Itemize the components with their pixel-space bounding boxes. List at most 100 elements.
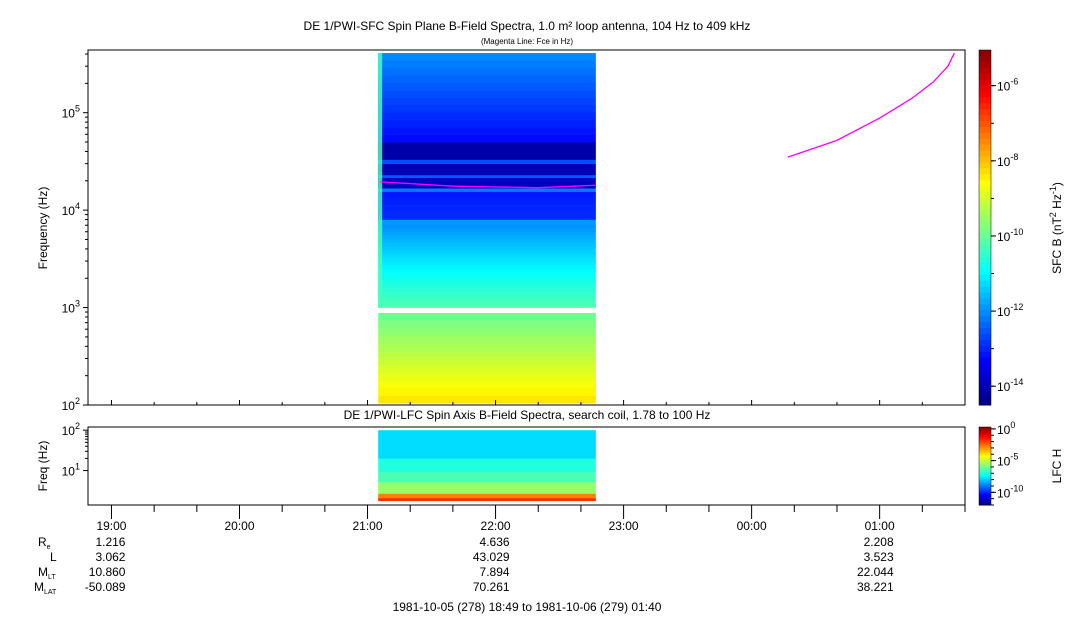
colorbar-swatch — [979, 440, 991, 442]
sfc-ylabel: Frequency (Hz) — [36, 187, 50, 270]
colorbar-swatch — [979, 50, 991, 57]
colorbar-swatch — [979, 55, 991, 63]
spectrogram-cell — [378, 250, 596, 255]
time-tick-label: 01:00 — [865, 519, 895, 533]
ephemeris-value: 22.044 — [857, 565, 894, 579]
spectrogram-cell — [378, 294, 596, 299]
spectrogram-cell — [378, 224, 596, 229]
spectrogram-cell — [378, 430, 596, 459]
colorbar-swatch — [979, 462, 991, 464]
spectrogram-cell — [378, 210, 596, 213]
colorbar-swatch — [979, 345, 991, 353]
colorbar-swatch — [979, 502, 991, 505]
colorbar-swatch — [979, 477, 991, 480]
spectrogram-cell — [378, 174, 596, 179]
colorbar-swatch — [979, 274, 991, 282]
colorbar-swatch — [979, 497, 991, 499]
ephemeris-label: L — [50, 550, 57, 564]
colorbar-swatch — [979, 221, 991, 228]
spectrogram-cell — [378, 112, 596, 121]
spectrogram-cell — [378, 265, 596, 270]
colorbar-swatch — [979, 168, 991, 175]
spectrogram-cell — [378, 312, 596, 321]
colorbar-swatch — [979, 150, 991, 157]
spectrogram-cell — [378, 177, 596, 189]
spectrogram-cell — [378, 242, 596, 247]
colorbar-swatch — [979, 97, 991, 104]
spectrogram-cell — [378, 205, 596, 209]
sfc-colorbar-label: SFC B (nT2 Hz-1) — [1048, 182, 1064, 274]
spectrogram-cell — [378, 304, 596, 308]
colorbar-swatch — [979, 215, 991, 223]
spectrogram-cell — [378, 193, 596, 197]
colorbar-swatch — [979, 486, 991, 489]
colorbar-tick-label: 10-8 — [997, 152, 1018, 169]
colorbar-swatch — [979, 381, 991, 388]
colorbar-swatch — [979, 464, 991, 467]
colorbar-swatch — [979, 469, 991, 472]
colorbar-swatch — [979, 484, 991, 486]
colorbar-swatch — [979, 436, 991, 438]
spectrogram-cell — [378, 104, 596, 113]
spectrogram-cell — [378, 458, 596, 472]
time-tick-label: 23:00 — [609, 519, 639, 533]
spectrogram-cell — [378, 261, 596, 266]
colorbar-swatch — [979, 186, 991, 193]
colorbar-swatch — [979, 292, 991, 299]
colorbar-swatch — [979, 310, 991, 317]
colorbar-swatch — [979, 375, 991, 382]
colorbar-swatch — [979, 239, 991, 246]
lfc-title: DE 1/PWI-LFC Spin Axis B-Field Spectra, … — [344, 408, 711, 422]
ephemeris-label: MLT — [38, 565, 56, 581]
spectrogram-cell — [378, 142, 596, 160]
ephemeris-value: -50.089 — [85, 580, 126, 594]
spectrogram-cell — [378, 238, 596, 243]
sfc-subtitle: (Magenta Line: Fce in Hz) — [481, 37, 573, 46]
spectrogram-cell — [378, 373, 596, 382]
spectrogram-cell — [378, 60, 596, 69]
colorbar-swatch — [979, 126, 991, 134]
time-tick-label: 20:00 — [224, 519, 254, 533]
colorbar-swatch — [979, 103, 991, 110]
colorbar-swatch — [979, 451, 991, 454]
spectrogram-cell — [378, 253, 596, 258]
colorbar-swatch — [979, 453, 991, 455]
colorbar-swatch — [979, 73, 991, 81]
sfc-spectrogram — [378, 53, 596, 404]
colorbar-swatch — [979, 476, 991, 479]
lfc-colorbar-label: LFC H — [1050, 449, 1064, 484]
colorbar-swatch — [979, 304, 991, 311]
colorbar-swatch — [979, 473, 991, 476]
spectrogram-cell — [378, 257, 596, 262]
colorbar-swatch — [979, 498, 991, 501]
colorbar-swatch — [979, 455, 991, 458]
colorbar-swatch — [979, 441, 991, 444]
y-tick-label: 103 — [62, 299, 80, 316]
spectrogram-cell — [378, 288, 596, 292]
colorbar-swatch — [979, 429, 991, 432]
colorbar-swatch — [979, 493, 991, 496]
colorbar-swatch — [979, 490, 991, 493]
axes: 102 103 104 105 101 102 — [62, 53, 88, 479]
spectrogram-cell — [378, 395, 596, 404]
colorbar-swatch — [979, 466, 991, 468]
colorbar-swatch — [979, 488, 991, 490]
ephemeris-label: MLAT — [34, 580, 57, 596]
spectrogram-cell — [378, 246, 596, 251]
spectrogram-cell — [378, 163, 596, 176]
colorbar-swatch — [979, 475, 991, 477]
spectrogram-cell — [378, 328, 596, 336]
spectrogram-cell — [378, 231, 596, 236]
colorbar-swatch — [979, 428, 991, 431]
ephemeris-label: Re — [38, 535, 51, 551]
colorbar-swatch — [979, 251, 991, 258]
colorbar-tick-label: 10-12 — [997, 302, 1023, 319]
spectrogram-cell — [378, 212, 596, 216]
lfc-ylabel: Freq (Hz) — [36, 441, 50, 492]
colorbar-swatch — [979, 445, 991, 447]
colorbar-swatch — [979, 257, 991, 264]
colorbar-swatch — [979, 503, 991, 506]
colorbar-swatch — [979, 203, 991, 211]
colorbar-tick-label: 10-5 — [997, 452, 1018, 469]
colorbar-swatch — [979, 357, 991, 365]
